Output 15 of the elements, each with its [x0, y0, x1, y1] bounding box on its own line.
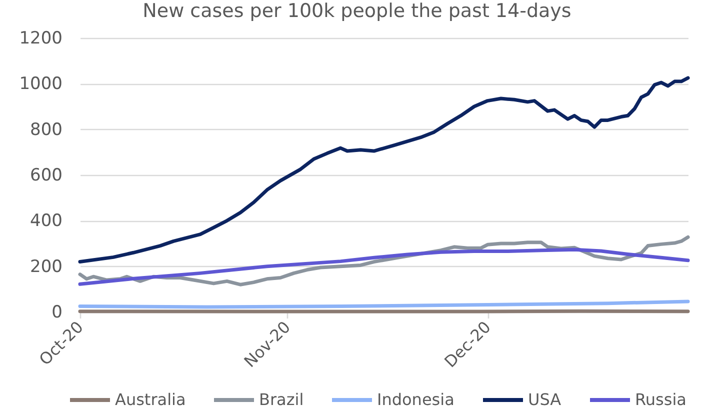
- line-series: [78, 248, 690, 286]
- legend-label: Indonesia: [377, 390, 454, 408]
- legend-label: Australia: [115, 390, 186, 408]
- y-tick-label: 1000: [19, 74, 62, 94]
- y-tick-label: 600: [30, 166, 62, 186]
- legend-label: USA: [528, 390, 562, 408]
- legend-label: Brazil: [259, 390, 304, 408]
- y-tick-label: 1200: [19, 28, 62, 48]
- y-tick-label: 0: [52, 302, 62, 322]
- line-series: [78, 76, 690, 264]
- chart-title: New cases per 100k people the past 14-days: [142, 0, 572, 22]
- y-tick-label: 200: [30, 256, 62, 277]
- y-tick-label: 800: [30, 120, 62, 140]
- y-tick-label: 400: [30, 211, 62, 232]
- legend-label: Russia: [635, 390, 686, 408]
